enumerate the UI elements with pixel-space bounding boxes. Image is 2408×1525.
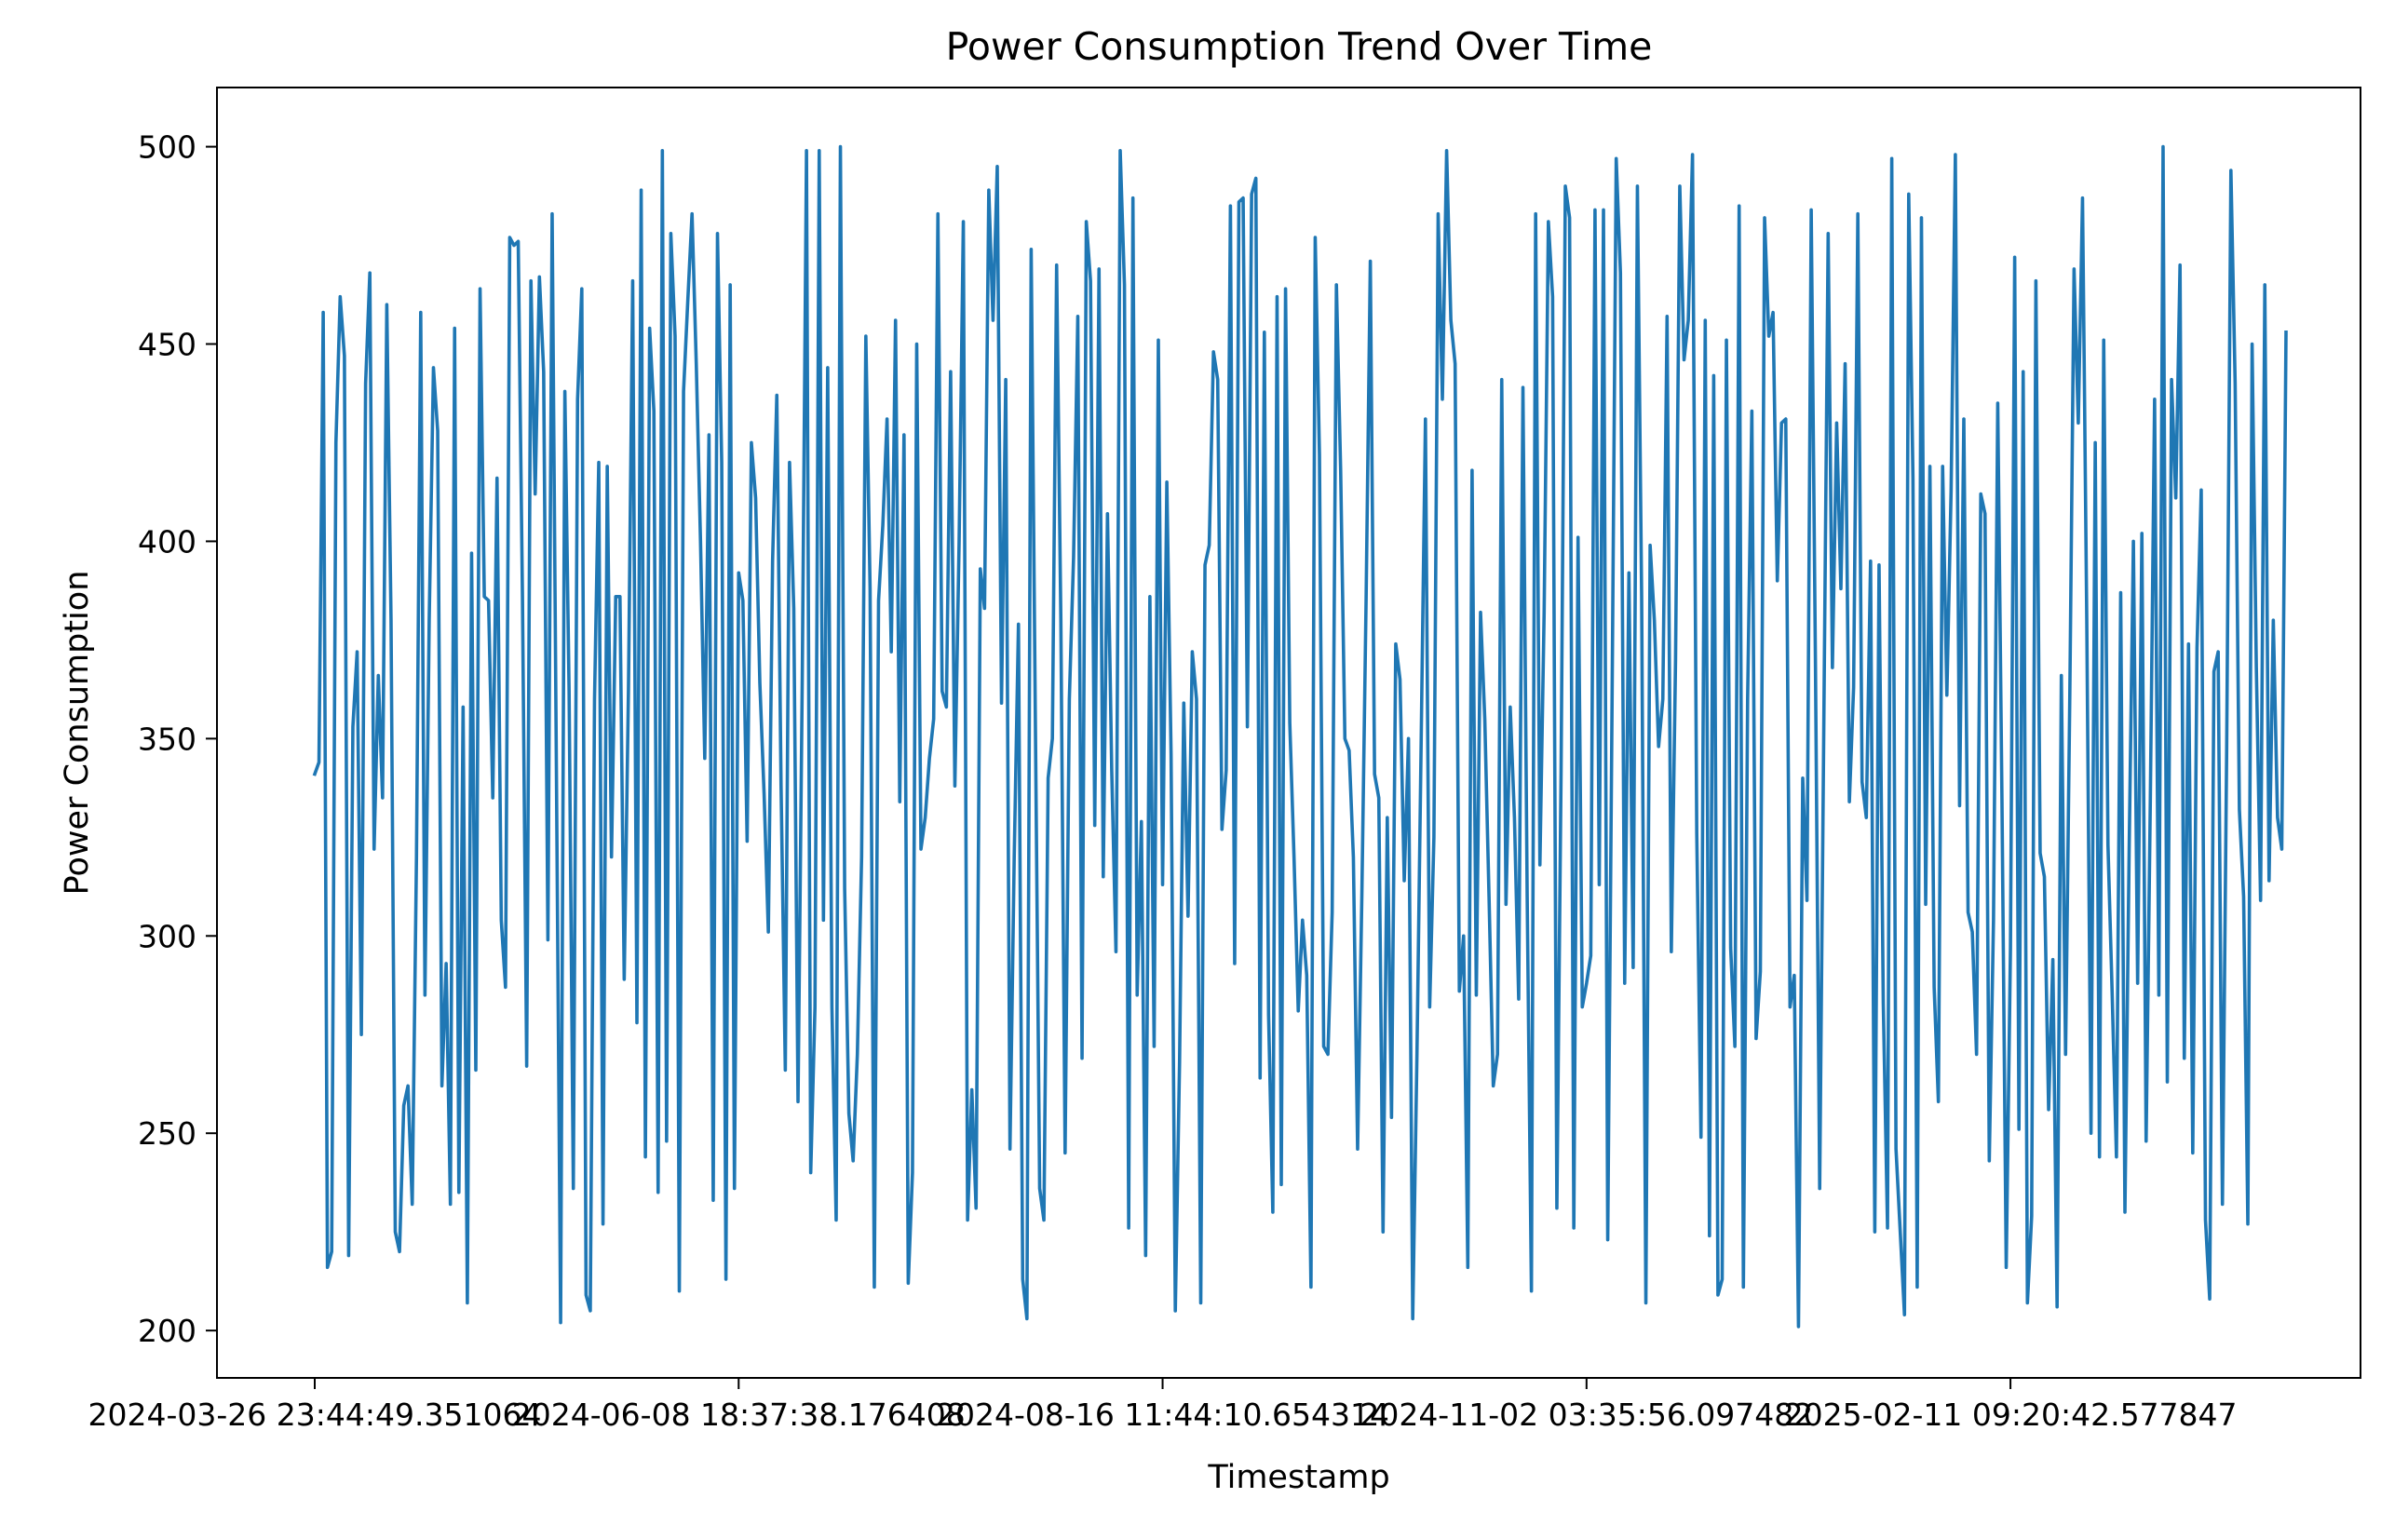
y-tick-label: 200	[138, 1313, 196, 1349]
x-tick-label: 2024-11-02 03:35:56.097482	[1360, 1397, 1813, 1433]
x-tick-label: 2024-03-26 23:44:49.351064	[88, 1397, 542, 1433]
y-tick-label: 400	[138, 523, 196, 560]
x-tick-label: 2024-06-08 18:37:38.176408	[512, 1397, 966, 1433]
plot-frame	[216, 87, 2361, 1379]
series-line-power	[312, 144, 2288, 1329]
x-tick-label: 2024-08-16 11:44:10.654314	[936, 1397, 1389, 1433]
plot-area	[216, 87, 2361, 1379]
y-tick-label: 250	[138, 1115, 196, 1152]
y-tick-label: 300	[138, 918, 196, 954]
y-tick-label: 500	[138, 129, 196, 166]
y-tick-label: 350	[138, 721, 196, 757]
y-axis-label: Power Consumption	[59, 571, 96, 896]
y-tick-label: 450	[138, 327, 196, 363]
chart-title: Power Consumption Trend Over Time	[946, 24, 1653, 69]
x-axis-label: Timestamp	[1207, 1459, 1389, 1496]
x-tick-label: 2025-02-11 09:20:42.577847	[1784, 1397, 2238, 1433]
y-axis: 200 250 300 350 400 450 500	[138, 129, 217, 1349]
